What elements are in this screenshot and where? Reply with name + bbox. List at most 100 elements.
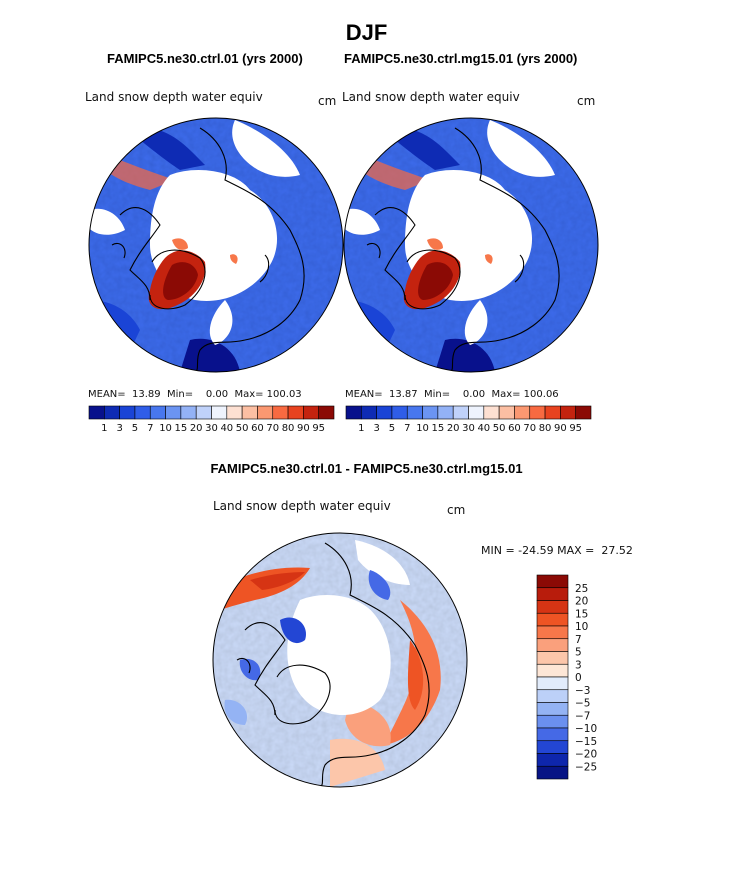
left-colorbar-tick-label: 15 xyxy=(175,423,188,434)
diff-colorbar-tick-label: 10 xyxy=(575,621,588,633)
diff-colorbar-tick-label: 7 xyxy=(575,634,582,646)
right-colorbar-swatch xyxy=(544,405,561,420)
diff-colorbar-tick-label: 15 xyxy=(575,608,588,620)
right-units-label: cm xyxy=(577,94,596,108)
right-polar-map xyxy=(343,117,599,373)
diff-colorbar-swatch xyxy=(536,740,569,754)
left-colorbar-swatch xyxy=(272,405,289,420)
diff-colorbar-swatch xyxy=(536,600,569,614)
diff-colorbar-tick-label: 20 xyxy=(575,596,588,608)
left-colorbar-tick-label: 60 xyxy=(251,423,264,434)
right-colorbar-swatch xyxy=(498,405,515,420)
figure-title: DJF xyxy=(345,20,388,45)
diff-colorbar-tick-label: −25 xyxy=(575,761,597,773)
right-colorbar-swatch xyxy=(514,405,531,420)
right-colorbar-swatch xyxy=(422,405,439,420)
left-colorbar-tick-label: 90 xyxy=(297,423,310,434)
left-polar-map xyxy=(88,117,344,373)
right-colorbar-tick-label: 50 xyxy=(493,423,506,434)
left-colorbar-tick-label: 95 xyxy=(312,423,325,434)
right-colorbar-swatch xyxy=(452,405,469,420)
right-map-boundary xyxy=(343,117,599,373)
diff-colorbar-tick-label: −10 xyxy=(575,723,597,735)
diff-colorbar-swatch xyxy=(536,676,569,691)
right-colorbar-tick-label: 20 xyxy=(447,423,460,434)
right-colorbar-swatch xyxy=(406,405,423,420)
left-colorbar-swatch xyxy=(226,405,243,420)
left-stats: MEAN= 13.89 Min= 0.00 Max= 100.03 xyxy=(88,389,302,400)
left-colorbar-tick-label: 7 xyxy=(147,423,153,434)
diff-colorbar-swatch xyxy=(536,638,569,652)
right-panel-title: FAMIPC5.ne30.ctrl.mg15.01 (yrs 2000) xyxy=(344,51,578,66)
diff-colorbar-tick-label: −15 xyxy=(575,736,597,748)
diff-colorbar-tick-label: 3 xyxy=(575,659,582,671)
left-units-label: cm xyxy=(318,94,337,108)
diff-colorbar-swatch xyxy=(536,574,569,589)
diff-colorbar-swatch xyxy=(536,612,569,627)
left-colorbar-tick-label: 80 xyxy=(282,423,295,434)
right-colorbar-swatch xyxy=(345,405,362,420)
diff-map-boundary xyxy=(212,532,468,788)
right-colorbar-swatch xyxy=(361,405,377,420)
left-colorbar-tick-label: 20 xyxy=(190,423,203,434)
diff-colorbar-tick-label: 25 xyxy=(575,583,588,595)
right-colorbar-swatch xyxy=(483,405,500,420)
right-colorbar-tick-label: 90 xyxy=(554,423,567,434)
left-colorbar-swatch xyxy=(119,405,136,420)
diff-colorbar-tick-label: 5 xyxy=(575,647,582,659)
diff-colorbar-swatch xyxy=(536,765,569,780)
right-colorbar-tick-label: 60 xyxy=(508,423,521,434)
diff-colorbar-swatch xyxy=(536,714,569,729)
left-colorbar: 1 3 5 7 10 15 20 30 40 50 60 70 80 90 95 xyxy=(88,405,335,434)
right-colorbar-swatch xyxy=(575,405,592,420)
right-colorbar-tick-label: 3 xyxy=(373,423,379,434)
right-variable-label: Land snow depth water equiv xyxy=(342,90,520,104)
right-colorbar-tick-label: 30 xyxy=(462,423,475,434)
right-colorbar-swatch xyxy=(468,405,485,420)
left-colorbar-swatch xyxy=(165,405,182,420)
right-colorbar: 1 3 5 7 10 15 20 30 40 50 60 70 80 90 95 xyxy=(345,405,592,434)
left-colorbar-tick-label: 3 xyxy=(116,423,122,434)
right-colorbar-tick-label: 1 xyxy=(358,423,364,434)
diff-variable-label: Land snow depth water equiv xyxy=(213,499,391,513)
left-colorbar-swatch xyxy=(104,405,120,420)
diff-colorbar-swatch xyxy=(536,702,569,716)
left-colorbar-tick-label: 30 xyxy=(205,423,218,434)
left-map-boundary xyxy=(88,117,344,373)
diff-colorbar-tick-label: 0 xyxy=(575,672,582,684)
right-colorbar-swatch xyxy=(529,405,546,420)
right-colorbar-swatch xyxy=(376,405,393,420)
diff-colorbar-swatch xyxy=(536,689,569,703)
left-colorbar-swatch xyxy=(88,405,105,420)
diff-panel-title: FAMIPC5.ne30.ctrl.01 - FAMIPC5.ne30.ctrl… xyxy=(210,461,523,476)
left-colorbar-tick-label: 10 xyxy=(159,423,172,434)
diff-colorbar-tick-label: −20 xyxy=(575,749,597,761)
left-colorbar-swatch xyxy=(195,405,212,420)
right-stats: MEAN= 13.87 Min= 0.00 Max= 100.06 xyxy=(345,389,559,400)
left-colorbar-tick-label: 5 xyxy=(132,423,138,434)
left-colorbar-tick-label: 70 xyxy=(266,423,279,434)
right-colorbar-tick-label: 80 xyxy=(539,423,552,434)
right-colorbar-tick-label: 10 xyxy=(416,423,429,434)
diff-stats: MIN = -24.59 MAX = 27.52 xyxy=(481,544,633,557)
left-colorbar-swatch xyxy=(257,405,274,420)
diff-polar-map xyxy=(212,532,468,788)
left-colorbar-tick-label: 50 xyxy=(236,423,249,434)
right-colorbar-swatch xyxy=(560,405,576,420)
left-colorbar-tick-label: 1 xyxy=(101,423,107,434)
right-colorbar-tick-label: 95 xyxy=(569,423,582,434)
left-colorbar-swatch xyxy=(287,405,304,420)
diff-colorbar-swatch xyxy=(536,663,569,678)
diff-units-label: cm xyxy=(447,503,466,517)
right-colorbar-tick-label: 15 xyxy=(432,423,445,434)
diff-colorbar-tick-label: −5 xyxy=(575,698,590,710)
diff-colorbar-swatch xyxy=(536,753,569,767)
diff-colorbar-swatch xyxy=(536,727,569,742)
left-variable-label: Land snow depth water equiv xyxy=(85,90,263,104)
left-colorbar-swatch xyxy=(180,405,197,420)
diff-colorbar-swatch xyxy=(536,625,569,640)
left-colorbar-swatch xyxy=(149,405,166,420)
right-colorbar-swatch xyxy=(437,405,454,420)
